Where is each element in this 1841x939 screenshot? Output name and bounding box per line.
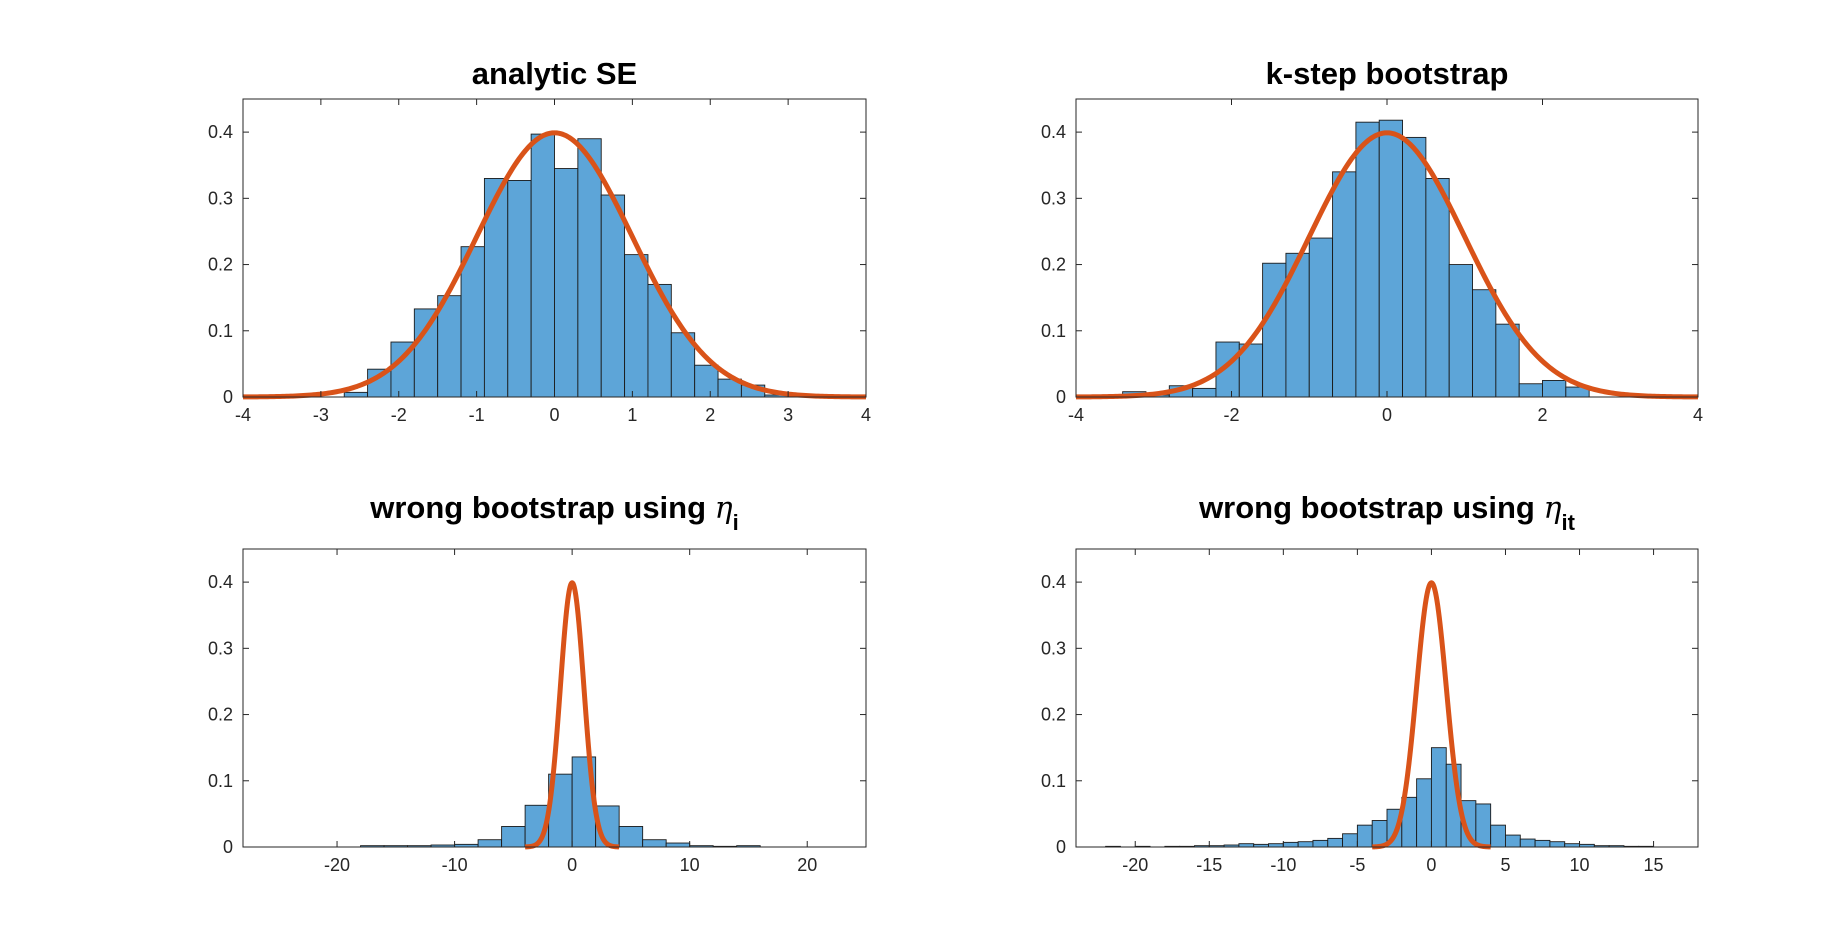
histogram-bar bbox=[1490, 824, 1506, 848]
x-tick-label: 5 bbox=[1500, 855, 1510, 875]
x-tick-label: 2 bbox=[705, 405, 715, 425]
x-tick-label: -4 bbox=[235, 405, 251, 425]
x-tick-label: 0 bbox=[1382, 405, 1392, 425]
y-tick-label: 0 bbox=[223, 387, 233, 407]
x-tick-label: -20 bbox=[1122, 855, 1148, 875]
x-tick-label: 10 bbox=[680, 855, 700, 875]
histogram-bar bbox=[1416, 778, 1432, 848]
histogram-bar bbox=[1297, 841, 1314, 848]
x-tick-label: -2 bbox=[391, 405, 407, 425]
histogram-bar bbox=[1327, 837, 1344, 848]
title-subscript: i bbox=[733, 510, 739, 535]
y-tick-label: 0.1 bbox=[208, 771, 233, 791]
histogram-bars bbox=[1075, 119, 1590, 398]
chart-title: k-step bootstrap bbox=[1266, 56, 1509, 91]
histogram-bar bbox=[1312, 839, 1329, 848]
x-tick-label: -15 bbox=[1196, 855, 1222, 875]
x-tick-label: -20 bbox=[324, 855, 350, 875]
y-tick-label: 0.3 bbox=[1041, 188, 1066, 208]
panel-wrong-bootstrap-eta-i: -20 -10 0 10 20 0 0.1 0.2 0.3 0.4 wrong bootstrap … bbox=[0, 0, 920, 939]
histogram-bar bbox=[1534, 839, 1551, 848]
histogram-bar bbox=[1430, 747, 1447, 848]
eta-symbol: η bbox=[715, 491, 733, 526]
y-tick-label: 0 bbox=[1056, 387, 1066, 407]
panel-k-step-bootstrap: -4 -2 0 2 4 0 0.1 0.2 0.3 0.4 k-step bootstrap bbox=[1041, 56, 1703, 425]
x-tick-label: -1 bbox=[469, 405, 485, 425]
x-tick-label: 0 bbox=[1426, 855, 1436, 875]
y-tick-label: 0.2 bbox=[208, 705, 233, 725]
histogram-bar bbox=[1282, 841, 1299, 848]
y-tick-label: 0.2 bbox=[208, 255, 233, 275]
y-tick-label: 0.4 bbox=[1041, 122, 1066, 142]
x-tick-label: -2 bbox=[1223, 405, 1239, 425]
x-tick-label: -10 bbox=[1270, 855, 1296, 875]
x-tick-label: 4 bbox=[861, 405, 871, 425]
normal-density-curve bbox=[242, 130, 867, 400]
chart-title: wrong bootstrap using ηi bbox=[369, 490, 739, 535]
panel-analytic-se: -4 -3 -2 -1 0 1 2 3 4 0 0.1 0.2 0.3 0.4 analytic SE bbox=[0, 0, 920, 470]
y-tick-label: 0.1 bbox=[1041, 771, 1066, 791]
normal-density-curve bbox=[1075, 130, 1699, 400]
chart-title: analytic SE bbox=[472, 56, 637, 91]
y-tick-label: 0.3 bbox=[1041, 638, 1066, 658]
histogram-bar bbox=[1342, 833, 1358, 848]
y-tick-label: 0.1 bbox=[208, 321, 233, 341]
eta-symbol: η bbox=[1543, 491, 1561, 526]
histogram-bar bbox=[1549, 841, 1566, 848]
x-tick-label: -5 bbox=[1349, 855, 1365, 875]
x-tick-label: -4 bbox=[1068, 405, 1084, 425]
y-tick-label: 0.2 bbox=[1041, 255, 1066, 275]
y-tick-label: 0 bbox=[1056, 837, 1066, 857]
histogram-bar bbox=[1475, 803, 1492, 848]
title-subscript: it bbox=[1561, 510, 1575, 535]
y-tick-label: 0.3 bbox=[208, 188, 233, 208]
x-tick-label: 10 bbox=[1570, 855, 1590, 875]
y-tick-label: 0.4 bbox=[1041, 572, 1066, 592]
axes-box bbox=[1075, 548, 1699, 848]
axes-box bbox=[242, 548, 867, 848]
normal-density-curve bbox=[522, 580, 622, 850]
plot-area bbox=[1076, 549, 1698, 847]
chart-k-step-bootstrap: -4 -2 0 2 4 0 0.1 0.2 0.3 0.4 k-step bootstrap bbox=[1041, 56, 1703, 425]
y-tick-label: 0.2 bbox=[1041, 705, 1066, 725]
y-tick-label: 0 bbox=[223, 837, 233, 857]
histogram-bars bbox=[343, 133, 789, 398]
x-tick-label: 2 bbox=[1537, 405, 1547, 425]
x-tick-label: 15 bbox=[1644, 855, 1664, 875]
x-tick-label: 20 bbox=[797, 855, 817, 875]
histogram-bar bbox=[1505, 834, 1521, 848]
y-tick-label: 0.4 bbox=[208, 122, 233, 142]
x-tick-label: 3 bbox=[783, 405, 793, 425]
chart-title: wrong bootstrap using ηit bbox=[1198, 490, 1576, 535]
x-tick-label: 1 bbox=[627, 405, 637, 425]
chart-analytic-se: -4 -3 -2 -1 0 1 2 3 4 0 0.1 0.2 0.3 0.4 analytic SE bbox=[208, 56, 871, 425]
x-tick-label: 0 bbox=[567, 855, 577, 875]
x-tick-label: -10 bbox=[442, 855, 468, 875]
x-tick-label: 0 bbox=[549, 405, 559, 425]
normal-density-curve bbox=[1370, 580, 1493, 850]
histogram-bar bbox=[1519, 838, 1536, 848]
y-tick-label: 0.1 bbox=[1041, 321, 1066, 341]
x-tick-label: -3 bbox=[313, 405, 329, 425]
histogram-bar bbox=[1356, 824, 1373, 848]
x-tick-label: 4 bbox=[1693, 405, 1703, 425]
chart-wrong-bootstrap-eta-i: -20 -10 0 10 20 0 0.1 0.2 0.3 0.4 wrong bootstrap … bbox=[208, 490, 867, 875]
y-tick-label: 0.4 bbox=[208, 572, 233, 592]
y-tick-label: 0.3 bbox=[208, 638, 233, 658]
